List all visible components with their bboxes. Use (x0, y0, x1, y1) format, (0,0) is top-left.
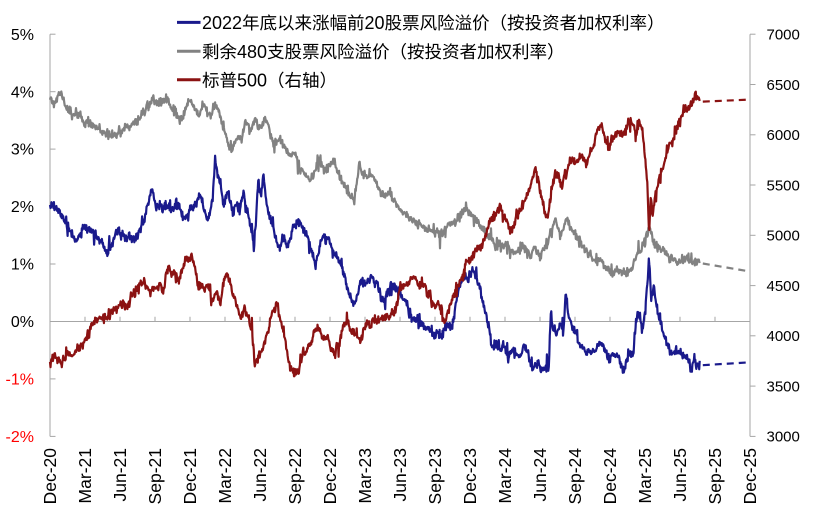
svg-text:4%: 4% (11, 84, 34, 101)
svg-text:Jun-22: Jun-22 (250, 448, 270, 502)
svg-text:1%: 1% (11, 257, 34, 274)
svg-text:Dec-22: Dec-22 (320, 448, 340, 504)
svg-text:Dec-25: Dec-25 (740, 448, 760, 504)
svg-text:5%: 5% (11, 27, 34, 44)
svg-text:4500: 4500 (767, 278, 800, 295)
svg-text:500: 500 (237, 71, 267, 91)
svg-text:Sep-22: Sep-22 (285, 448, 305, 504)
svg-text:Mar-21: Mar-21 (75, 448, 95, 503)
svg-text:5500: 5500 (767, 177, 800, 194)
svg-text:Dec-24: Dec-24 (600, 448, 620, 505)
svg-text:Jun-24: Jun-24 (530, 448, 550, 502)
svg-text:Sep-23: Sep-23 (425, 448, 445, 504)
svg-text:6000: 6000 (767, 127, 800, 144)
svg-text:480: 480 (237, 42, 267, 62)
svg-text:Mar-24: Mar-24 (495, 448, 515, 504)
svg-text:-2%: -2% (6, 429, 34, 446)
svg-text:4000: 4000 (767, 328, 800, 345)
svg-text:0%: 0% (11, 314, 34, 331)
svg-text:2%: 2% (11, 199, 34, 216)
svg-text:3500: 3500 (767, 378, 800, 395)
svg-text:Dec-20: Dec-20 (40, 448, 60, 505)
svg-text:Dec-21: Dec-21 (180, 448, 200, 504)
svg-text:3000: 3000 (767, 429, 800, 446)
svg-text:Mar-25: Mar-25 (635, 448, 655, 503)
svg-text:5000: 5000 (767, 228, 800, 245)
svg-text:Jun-25: Jun-25 (670, 448, 690, 502)
svg-text:Jun-21: Jun-21 (110, 448, 130, 502)
svg-text:Sep-25: Sep-25 (705, 448, 725, 504)
svg-text:6500: 6500 (767, 77, 800, 94)
svg-text:Dec-23: Dec-23 (460, 448, 480, 504)
svg-text:Mar-22: Mar-22 (215, 448, 235, 503)
svg-text:Jun-23: Jun-23 (390, 448, 410, 502)
svg-text:7000: 7000 (767, 26, 800, 43)
svg-text:Mar-23: Mar-23 (355, 448, 375, 503)
svg-text:-1%: -1% (6, 372, 34, 389)
svg-text:Sep-24: Sep-24 (565, 448, 585, 505)
svg-text:Sep-21: Sep-21 (145, 448, 165, 504)
svg-text:20: 20 (365, 13, 385, 33)
svg-text:3%: 3% (11, 142, 34, 159)
svg-text:2022: 2022 (202, 13, 242, 33)
